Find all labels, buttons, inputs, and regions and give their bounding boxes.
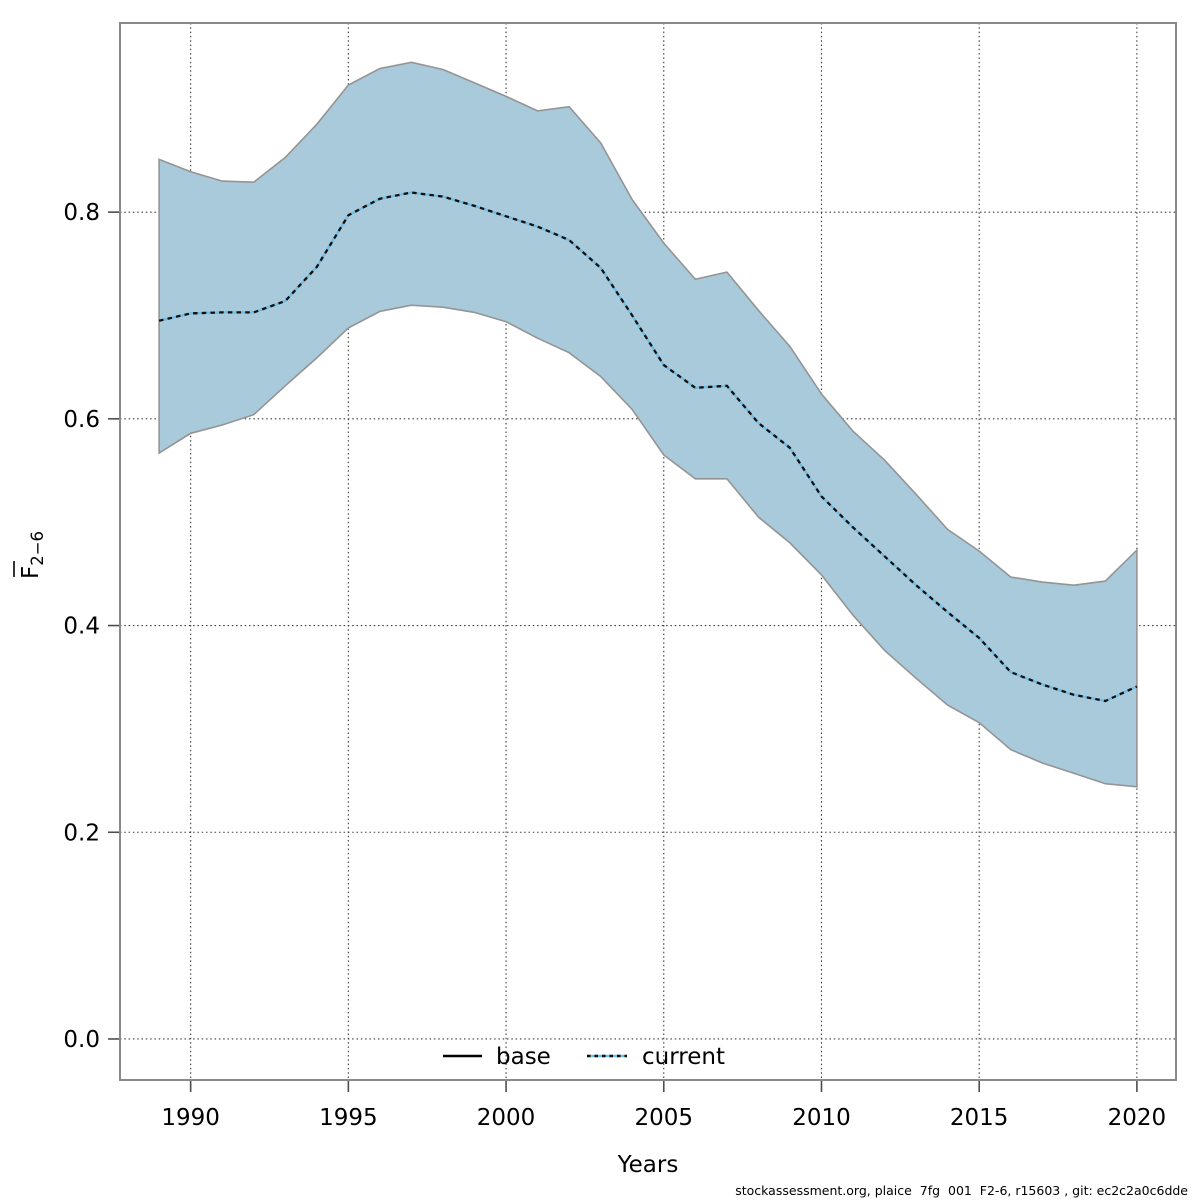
y-tick-label: 0.4 <box>63 614 100 640</box>
y-axis-title-subscript: 2−6 <box>28 531 47 566</box>
confidence-band <box>158 61 1138 788</box>
y-tick-label: 0.2 <box>63 820 100 846</box>
y-axis-ticks <box>108 211 119 1040</box>
y-axis-title: F2−6 <box>13 531 47 579</box>
x-tick-label: 2020 <box>1108 1105 1167 1131</box>
x-tick-label: 1995 <box>319 1105 378 1131</box>
x-tick-label: 2010 <box>792 1105 851 1131</box>
y-tick-label: 0.6 <box>63 407 100 433</box>
y-axis-tick-labels: 0.0 0.2 0.4 0.6 0.8 <box>63 200 100 1053</box>
x-tick-label: 2015 <box>950 1105 1009 1131</box>
legend-base-label: base <box>496 1044 551 1070</box>
current-line <box>158 191 1138 703</box>
svg-text:F2−6: F2−6 <box>18 531 47 579</box>
x-tick-label: 1990 <box>161 1105 220 1131</box>
x-axis-ticks <box>189 1081 1138 1092</box>
footer-credit: stockassessment.org, plaice 7fg 001 F2-6… <box>735 1183 1188 1198</box>
legend: base current <box>443 1044 725 1070</box>
y-tick-label: 0.8 <box>63 200 100 226</box>
x-tick-label: 2000 <box>477 1105 536 1131</box>
y-axis-title-letter: F <box>18 566 44 579</box>
x-tick-label: 2005 <box>634 1105 693 1131</box>
x-axis-tick-labels: 1990 1995 2000 2005 2010 2015 2020 <box>161 1105 1166 1131</box>
y-tick-label: 0.0 <box>63 1027 100 1053</box>
plot-border <box>119 22 1177 1081</box>
legend-current-label: current <box>642 1044 725 1070</box>
x-axis-title: Years <box>617 1152 679 1178</box>
